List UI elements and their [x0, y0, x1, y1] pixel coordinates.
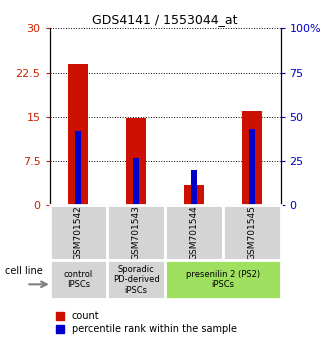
Bar — [191, 170, 197, 205]
Title: GDS4141 / 1553044_at: GDS4141 / 1553044_at — [92, 13, 238, 26]
Bar — [248, 129, 255, 205]
Text: control
IPSCs: control IPSCs — [64, 270, 93, 289]
FancyBboxPatch shape — [165, 260, 280, 299]
Text: GSM701545: GSM701545 — [247, 205, 256, 260]
Bar — [68, 64, 88, 205]
Bar — [242, 111, 262, 205]
Bar — [133, 158, 139, 205]
Text: cell line: cell line — [5, 266, 43, 276]
FancyBboxPatch shape — [107, 205, 165, 260]
Bar — [126, 118, 146, 205]
Text: GSM701544: GSM701544 — [189, 205, 198, 260]
Text: presenilin 2 (PS2)
iPSCs: presenilin 2 (PS2) iPSCs — [186, 270, 260, 289]
Legend: count, percentile rank within the sample: count, percentile rank within the sample — [54, 309, 239, 336]
FancyBboxPatch shape — [223, 205, 280, 260]
FancyBboxPatch shape — [107, 260, 165, 299]
FancyBboxPatch shape — [165, 205, 223, 260]
Bar — [184, 185, 204, 205]
FancyBboxPatch shape — [50, 205, 107, 260]
Text: GSM701543: GSM701543 — [132, 205, 141, 260]
Bar — [75, 131, 82, 205]
FancyBboxPatch shape — [50, 260, 107, 299]
Text: GSM701542: GSM701542 — [74, 205, 83, 260]
Text: Sporadic
PD-derived
iPSCs: Sporadic PD-derived iPSCs — [113, 265, 159, 295]
